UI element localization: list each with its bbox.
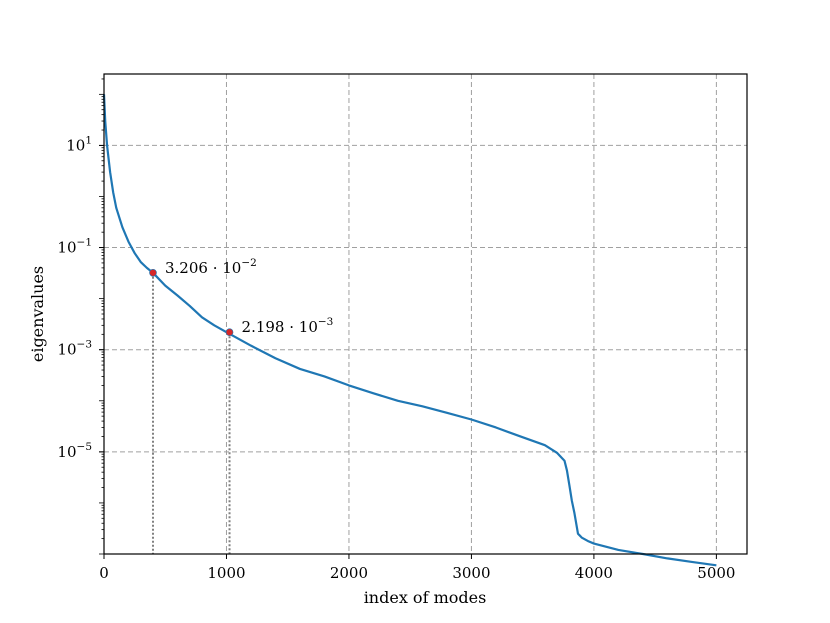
marker-drop-lines (151, 272, 231, 554)
highlight-markers: 3.206 · 10−2 2.198 · 10−3 (149, 257, 333, 336)
y-tick-label: 10−1 (57, 237, 92, 257)
x-tick-label: 2000 (330, 564, 368, 582)
x-tick-label: 5000 (697, 564, 735, 582)
annotation-label-2: 2.198 · 10−3 (242, 316, 334, 336)
y-tick-label: 10−3 (57, 339, 92, 359)
x-axis-label: index of modes (364, 588, 487, 607)
x-tick-label: 3000 (452, 564, 490, 582)
x-axis-ticks: 0 1000 2000 3000 4000 5000 (99, 554, 735, 582)
highlight-point-1 (149, 268, 157, 277)
x-tick-label: 0 (99, 564, 109, 582)
y-axis-label: eigenvalues (28, 266, 47, 362)
highlight-point-2 (225, 328, 234, 337)
y-axis-ticks: 101 10−1 10−3 10−5 (57, 78, 104, 555)
series-line-1 (102, 94, 717, 567)
series-lines (102, 94, 717, 567)
annotation-label-1: 3.206 · 10−2 (165, 257, 257, 277)
grid-lines (104, 74, 747, 554)
plot-frame (103, 73, 748, 555)
y-tick-label: 10−5 (57, 441, 92, 461)
x-tick-label: 4000 (575, 564, 613, 582)
y-tick-label: 101 (66, 134, 92, 154)
x-tick-label: 1000 (207, 564, 245, 582)
